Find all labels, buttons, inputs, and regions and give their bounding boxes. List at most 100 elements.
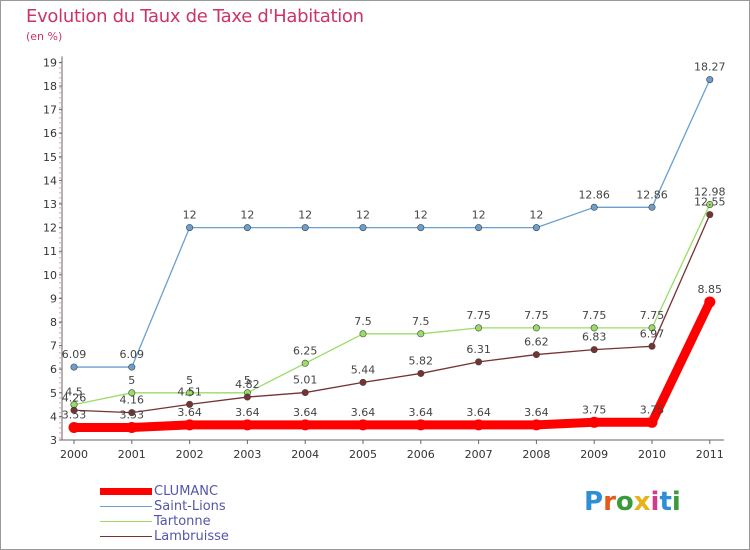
- data-point: [530, 419, 542, 431]
- logo-letter: r: [603, 487, 616, 517]
- data-point: [648, 203, 656, 211]
- data-label: 7.75: [640, 309, 665, 322]
- chart-title: Evolution du Taux de Taxe d'Habitation: [26, 6, 364, 27]
- y-tick-label: 12: [43, 222, 57, 235]
- data-label: 3.64: [409, 406, 434, 419]
- legend-swatch: [100, 506, 152, 507]
- legend-label: Tartonne: [154, 514, 211, 529]
- data-label: 12: [356, 209, 370, 222]
- data-point: [126, 421, 138, 433]
- y-tick-label: 8: [50, 316, 57, 329]
- data-label: 3.53: [120, 408, 145, 421]
- data-label: 3.64: [466, 406, 491, 419]
- data-label: 5.44: [351, 363, 376, 376]
- y-tick-label: 13: [43, 198, 57, 211]
- data-label: 3.64: [351, 406, 376, 419]
- series-line: [73, 78, 711, 368]
- data-label: 6.09: [120, 348, 145, 361]
- data-label: 6.97: [640, 327, 665, 340]
- data-point: [299, 419, 311, 431]
- data-point: [359, 224, 367, 232]
- data-label: 12: [529, 209, 543, 222]
- data-label: 5: [244, 374, 251, 387]
- legend-item-clumanc: CLUMANC: [100, 484, 229, 499]
- chart-axes: 3 4 5 6 7 8 9 10 11 12 13 14 15 16 17 18 19 2000 2001 2002 2…: [43, 56, 724, 461]
- legend-swatch: [100, 488, 152, 495]
- data-point: [473, 419, 485, 431]
- data-point: [532, 224, 540, 232]
- data-label: 6.62: [524, 336, 549, 349]
- data-label: 3.53: [62, 408, 87, 421]
- y-tick-label: 18: [43, 80, 57, 93]
- data-label: 3.64: [235, 406, 260, 419]
- data-label: 3.64: [524, 406, 549, 419]
- data-label: 6.25: [293, 344, 318, 357]
- data-point: [475, 358, 483, 366]
- data-label: 12: [298, 209, 312, 222]
- data-label: 3.75: [640, 403, 665, 416]
- x-tick-label: 2005: [349, 448, 377, 461]
- data-point: [301, 359, 309, 367]
- x-tick-label: 2002: [176, 448, 204, 461]
- chart-unit: (en %): [26, 30, 63, 43]
- data-label: 3.64: [293, 406, 318, 419]
- data-label: 4.51: [177, 385, 202, 398]
- y-tick-label: 10: [43, 269, 57, 282]
- data-point: [475, 324, 483, 332]
- x-tick-label: 2003: [233, 448, 261, 461]
- data-label: 6.31: [466, 343, 491, 356]
- series-line: [73, 203, 711, 406]
- legend-item-lambruisse: Lambruisse: [100, 529, 229, 544]
- data-point: [532, 324, 540, 332]
- data-label: 7.5: [354, 315, 372, 328]
- logo-letter: i: [671, 487, 681, 517]
- data-point: [704, 296, 716, 308]
- x-tick-label: 2011: [696, 448, 724, 461]
- data-point: [532, 351, 540, 359]
- y-tick-label: 14: [43, 174, 57, 187]
- data-point: [415, 419, 427, 431]
- data-point: [243, 224, 251, 232]
- x-tick-label: 2010: [638, 448, 666, 461]
- data-label: 7.75: [524, 309, 549, 322]
- x-tick-label: 2004: [291, 448, 319, 461]
- series-lines: [69, 78, 715, 432]
- data-point: [70, 406, 78, 414]
- data-point: [301, 224, 309, 232]
- data-point: [590, 203, 598, 211]
- proxiti-logo[interactable]: Proxiti: [584, 487, 681, 517]
- data-point: [186, 389, 194, 397]
- data-label: 12: [472, 209, 486, 222]
- data-point: [588, 416, 600, 428]
- legend-swatch: [100, 536, 152, 537]
- data-point: [590, 324, 598, 332]
- legend-label: Saint-Lions: [154, 499, 226, 514]
- data-label: 4.82: [235, 378, 260, 391]
- data-label: 3.64: [177, 406, 202, 419]
- y-tick-label: 5: [50, 387, 57, 400]
- y-tick-label: 7: [50, 340, 57, 353]
- data-label: 12.55: [694, 196, 726, 209]
- y-tick-label: 9: [50, 292, 57, 305]
- data-label: 12: [183, 209, 197, 222]
- series-points: [68, 76, 716, 433]
- data-point: [241, 419, 253, 431]
- y-tick-label: 6: [50, 363, 57, 376]
- data-labels: 3.53 3.53 3.64 3.64 3.64 3.64 3.64 3.64 3.64 3.75…: [62, 61, 726, 422]
- y-tick-label: 4: [50, 410, 57, 423]
- data-point: [475, 224, 483, 232]
- data-point: [646, 416, 658, 428]
- legend-label: CLUMANC: [154, 484, 219, 499]
- data-label: 6.83: [582, 331, 607, 344]
- data-point: [301, 389, 309, 397]
- data-point: [648, 342, 656, 350]
- data-label: 5.01: [293, 374, 318, 387]
- logo-letter: i: [650, 487, 660, 517]
- data-point: [68, 421, 80, 433]
- data-point: [128, 409, 136, 417]
- data-point: [417, 224, 425, 232]
- data-label: 7.5: [412, 315, 430, 328]
- data-point: [128, 363, 136, 371]
- data-point: [706, 200, 714, 208]
